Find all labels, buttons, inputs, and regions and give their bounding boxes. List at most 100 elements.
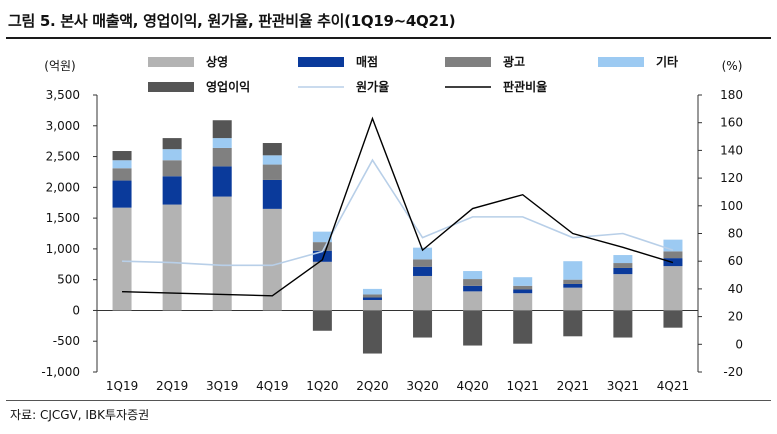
bar-other-1Q20 [312,231,332,243]
right-tick-label: 60 [728,254,743,268]
source-note: 자료: CJCGV, IBK투자증권 [10,408,150,422]
bar-other-4Q21 [663,239,683,252]
right-tick-label: 180 [720,88,743,102]
left-tick-label: 500 [57,273,80,287]
bar-other-2Q19 [162,149,182,161]
legend-label-sga_ratio: 판관비율 [503,79,547,94]
bar-concession-3Q19 [212,166,232,197]
right-tick-label: 0 [735,337,743,351]
bar-ad-1Q19 [112,168,132,181]
legend-swatch-concession [298,57,344,67]
bar-store-1Q20 [312,261,332,311]
legend-label-cost_ratio: 원가율 [356,79,389,94]
bar-ad-4Q19 [262,164,282,180]
bar-op-3Q20 [413,310,433,338]
bar-op-1Q20 [312,310,332,331]
category-label: 3Q20 [406,379,438,393]
category-label: 1Q21 [507,379,539,393]
right-tick-label: 80 [728,227,743,241]
bar-op-4Q21 [663,310,683,328]
left-tick-label: 0 [72,303,80,317]
figure-title: 그림 5. 본사 매출액, 영업이익, 원가율, 판관비율 추이(1Q19~4Q… [8,12,456,30]
bar-op-2Q20 [362,310,382,354]
category-label: 2Q20 [356,379,388,393]
right-tick-label: 140 [720,143,743,157]
left-tick-label: -1,000 [41,365,80,379]
legend-swatch-op [148,82,194,92]
bar-other-1Q19 [112,160,132,169]
bar-store-2Q20 [362,299,382,311]
category-label: 2Q21 [557,379,589,393]
bar-other-3Q21 [613,255,633,264]
right-tick-label: 20 [728,310,743,324]
left-tick-label: 1,500 [46,211,80,225]
left-tick-label: 1,000 [46,242,80,256]
bar-op-1Q21 [513,310,533,344]
bar-store-1Q19 [112,207,132,311]
category-label: 3Q19 [206,379,238,393]
left-tick-label: 2,500 [46,150,80,164]
legend-label-op: 영업이익 [206,79,250,94]
bar-concession-4Q19 [262,179,282,209]
category-label: 1Q20 [306,379,338,393]
bar-store-4Q20 [463,291,483,311]
bar-op-2Q21 [563,310,583,337]
bar-store-2Q19 [162,204,182,311]
bar-ad-1Q20 [312,242,332,251]
bar-store-3Q19 [212,196,232,311]
title-rule [6,37,771,39]
legend-label-store: 상영 [206,54,228,69]
left-axis-unit: (억원) [44,59,75,73]
bar-other-4Q20 [463,271,483,280]
axes-layer: -1,000 -500 0 500 1,000 1,500 2,000 2,500 3,000 3… [41,59,743,393]
line-sga_ratio [122,116,674,297]
bar-store-3Q21 [613,274,633,311]
lines-layer [122,116,674,297]
bar-concession-1Q19 [112,180,132,208]
bar-ad-1Q21 [513,285,533,290]
legend-swatch-store [148,57,194,67]
source-rule [6,400,771,401]
category-label: 2Q19 [156,379,188,393]
category-label: 4Q19 [256,379,288,393]
right-tick-label: 120 [720,171,743,185]
bar-concession-2Q20 [362,297,382,300]
bar-ad-2Q21 [563,279,583,284]
left-tick-label: 2,000 [46,180,80,194]
bar-store-2Q21 [563,287,583,311]
bar-ad-2Q19 [162,160,182,177]
category-label: 1Q19 [106,379,138,393]
bar-op-4Q19 [262,143,282,156]
bar-op-2Q19 [162,138,182,150]
bar-concession-4Q20 [463,285,483,292]
bar-ad-3Q20 [413,259,433,267]
bar-other-2Q20 [362,288,382,295]
left-tick-label: -500 [53,334,80,348]
bar-op-4Q20 [463,310,483,346]
bar-ad-2Q20 [362,294,382,298]
bar-concession-3Q20 [413,266,433,276]
right-tick-label: 160 [720,116,743,130]
bar-concession-2Q21 [563,283,583,288]
category-label: 4Q20 [456,379,488,393]
bar-ad-3Q19 [212,147,232,167]
bar-ad-4Q21 [663,251,683,259]
bar-op-3Q21 [613,310,633,338]
bar-ad-4Q20 [463,279,483,286]
legend-label-concession: 매점 [356,54,378,69]
bar-ad-3Q21 [613,263,633,268]
left-tick-label: 3,000 [46,119,80,133]
line-cost_ratio [122,158,674,267]
bar-op-1Q19 [112,151,132,161]
bar-store-4Q19 [262,208,282,311]
right-axis-unit: (%) [722,59,743,73]
right-tick-label: 40 [728,282,743,296]
right-tick-label: 100 [720,199,743,213]
bar-store-3Q20 [413,275,433,311]
bar-concession-2Q19 [162,176,182,205]
legend-swatch-other [598,57,644,67]
bar-other-2Q21 [563,261,583,280]
